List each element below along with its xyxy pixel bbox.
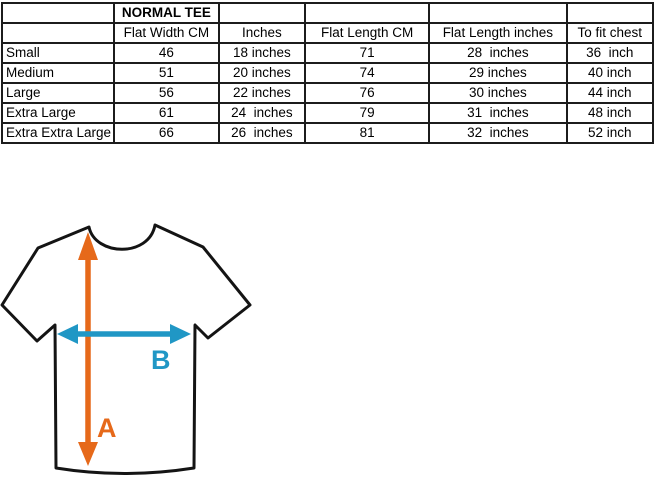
table-cell: 66	[113, 122, 220, 144]
column-header-cell: Inches	[217, 22, 307, 44]
table-cell: 46	[113, 42, 220, 64]
table-cell: 74	[304, 62, 431, 84]
table-row: Small 46 18 inches 71 28 inches 36 inch	[0, 42, 654, 64]
table-cell: 51	[113, 62, 220, 84]
column-header-cell: Flat Length CM	[304, 22, 431, 44]
label-a: A	[97, 413, 117, 443]
tshirt-measurement-diagram: A B	[0, 223, 252, 475]
table-cell: 56	[113, 82, 220, 104]
table-row: Medium 51 20 inches 74 29 inches 40 inch	[0, 62, 654, 84]
table-cell: 26 inches	[217, 122, 307, 144]
blank-cell	[428, 2, 568, 24]
table-cell: 36 inch	[565, 42, 654, 64]
row-label-cell: Extra Extra Large	[0, 122, 116, 144]
table-cell: 76	[304, 82, 431, 104]
table-cell: 79	[304, 102, 431, 124]
table-cell: 48 inch	[565, 102, 654, 124]
table-cell: 71	[304, 42, 431, 64]
table-row: Large 56 22 inches 76 30 inches 44 inch	[0, 82, 654, 104]
row-label-cell: Small	[0, 42, 116, 64]
row-label-cell: Extra Large	[0, 102, 116, 124]
width-arrow-b	[57, 324, 191, 344]
size-chart-table: NORMAL TEE Flat Width CM Inches Flat Length…	[0, 2, 654, 144]
blank-cell	[0, 22, 116, 44]
label-b: B	[151, 345, 171, 375]
blank-cell	[565, 2, 654, 24]
table-cell: 31 inches	[428, 102, 568, 124]
column-header-cell: To fit chest	[565, 22, 654, 44]
table-cell: 44 inch	[565, 82, 654, 104]
tshirt-outline-shape	[0, 223, 252, 475]
table-cell: 52 inch	[565, 122, 654, 144]
table-cell: 61	[113, 102, 220, 124]
title-row: NORMAL TEE	[0, 2, 654, 24]
blank-cell	[0, 2, 116, 24]
column-header-cell: Flat Length inches	[428, 22, 568, 44]
header-row: Flat Width CM Inches Flat Length CM Flat Le…	[0, 22, 654, 44]
table-cell: 24 inches	[217, 102, 307, 124]
row-label-cell: Medium	[0, 62, 116, 84]
table-title-cell: NORMAL TEE	[113, 2, 220, 24]
table-cell: 18 inches	[217, 42, 307, 64]
table-cell: 29 inches	[428, 62, 568, 84]
length-arrow-a	[78, 232, 98, 466]
table-cell: 81	[304, 122, 431, 144]
table-cell: 40 inch	[565, 62, 654, 84]
table-row: Extra Large 61 24 inches 79 31 inches 48 inch	[0, 102, 654, 124]
blank-cell	[304, 2, 431, 24]
table-cell: 30 inches	[428, 82, 568, 104]
table-cell: 32 inches	[428, 122, 568, 144]
table-row: Extra Extra Large 66 26 inches 81 32 inches 5…	[0, 122, 654, 144]
blank-cell	[217, 2, 307, 24]
column-header-cell: Flat Width CM	[113, 22, 220, 44]
table-cell: 20 inches	[217, 62, 307, 84]
table-cell: 22 inches	[217, 82, 307, 104]
row-label-cell: Large	[0, 82, 116, 104]
table-cell: 28 inches	[428, 42, 568, 64]
